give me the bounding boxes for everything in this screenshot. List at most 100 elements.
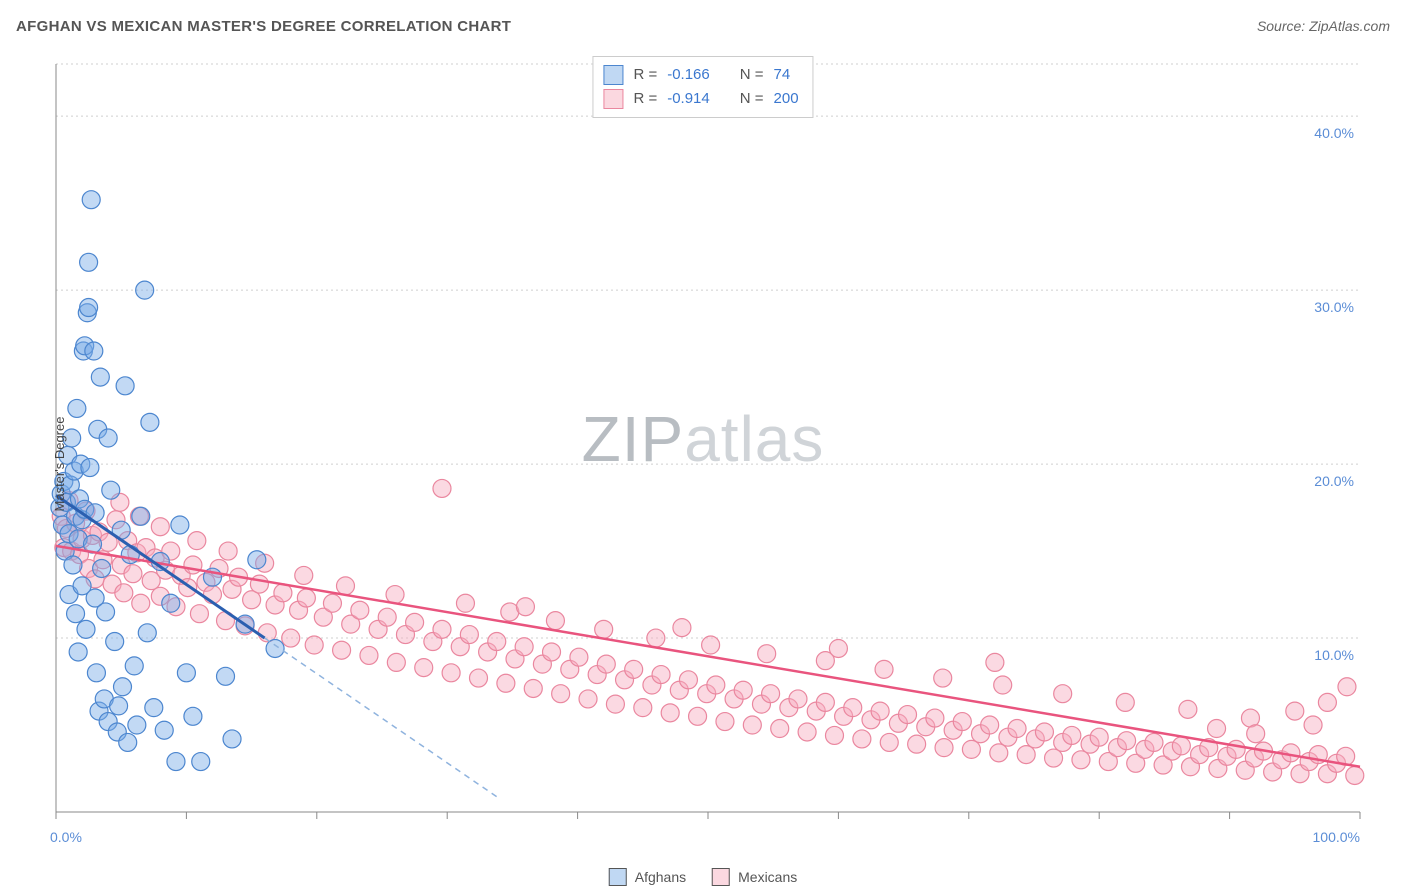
- data-point: [1116, 693, 1134, 711]
- data-point: [87, 664, 105, 682]
- data-point: [1072, 751, 1090, 769]
- data-point: [93, 559, 111, 577]
- legend-row: R = -0.166N = 74: [603, 63, 798, 87]
- data-point: [546, 612, 564, 630]
- data-point: [488, 633, 506, 651]
- data-point: [77, 620, 95, 638]
- data-point: [177, 664, 195, 682]
- data-point: [266, 639, 284, 657]
- data-point: [116, 377, 134, 395]
- data-point: [138, 624, 156, 642]
- legend-r-label: R =: [633, 87, 657, 111]
- data-point: [136, 281, 154, 299]
- data-point: [64, 556, 82, 574]
- data-point: [68, 399, 86, 417]
- data-point: [661, 704, 679, 722]
- data-point: [1035, 723, 1053, 741]
- legend-swatch: [712, 868, 730, 886]
- data-point: [716, 713, 734, 731]
- data-point: [469, 669, 487, 687]
- legend-n-value: 74: [774, 63, 791, 87]
- data-point: [115, 584, 133, 602]
- data-point: [433, 620, 451, 638]
- data-point: [323, 594, 341, 612]
- data-point: [125, 657, 143, 675]
- data-point: [962, 740, 980, 758]
- data-point: [167, 753, 185, 771]
- data-point: [762, 685, 780, 703]
- data-point: [625, 660, 643, 678]
- data-point: [119, 733, 137, 751]
- data-point: [634, 699, 652, 717]
- data-point: [433, 479, 451, 497]
- data-point: [132, 507, 150, 525]
- data-point: [80, 299, 98, 317]
- data-point: [926, 709, 944, 727]
- data-point: [707, 676, 725, 694]
- data-point: [702, 636, 720, 654]
- data-point: [250, 575, 268, 593]
- data-point: [875, 660, 893, 678]
- data-point: [132, 594, 150, 612]
- series-legend-label: Afghans: [635, 869, 686, 885]
- data-point: [184, 707, 202, 725]
- data-point: [1304, 716, 1322, 734]
- data-point: [114, 678, 132, 696]
- data-point: [67, 605, 85, 623]
- data-point: [145, 699, 163, 717]
- data-point: [606, 695, 624, 713]
- data-point: [162, 594, 180, 612]
- data-point: [219, 542, 237, 560]
- data-point: [953, 713, 971, 731]
- series-legend-item: Afghans: [609, 868, 686, 886]
- data-point: [151, 518, 169, 536]
- data-point: [1045, 749, 1063, 767]
- data-point: [305, 636, 323, 654]
- legend-swatch: [609, 868, 627, 886]
- data-point: [789, 690, 807, 708]
- data-point: [415, 659, 433, 677]
- data-point: [124, 565, 142, 583]
- data-point: [217, 667, 235, 685]
- data-point: [647, 629, 665, 647]
- data-point: [190, 605, 208, 623]
- data-point: [524, 679, 542, 697]
- data-point: [829, 639, 847, 657]
- data-point: [798, 723, 816, 741]
- data-point: [652, 666, 670, 684]
- data-point: [141, 413, 159, 431]
- data-point: [223, 730, 241, 748]
- data-point: [816, 693, 834, 711]
- data-point: [1090, 728, 1108, 746]
- data-point: [1054, 685, 1072, 703]
- data-point: [128, 716, 146, 734]
- data-point: [844, 699, 862, 717]
- data-point: [871, 702, 889, 720]
- data-point: [689, 707, 707, 725]
- data-point: [743, 716, 761, 734]
- source-prefix: Source:: [1257, 18, 1309, 34]
- data-point: [81, 459, 99, 477]
- chart-header: AFGHAN VS MEXICAN MASTER'S DEGREE CORREL…: [16, 18, 1390, 35]
- data-point: [406, 613, 424, 631]
- y-tick-label: 40.0%: [1314, 125, 1354, 141]
- legend-row: R = -0.914N = 200: [603, 87, 798, 111]
- data-point: [171, 516, 189, 534]
- data-point: [91, 368, 109, 386]
- x-end-label: 100.0%: [1313, 829, 1360, 845]
- data-point: [597, 655, 615, 673]
- source-credit: Source: ZipAtlas.com: [1257, 18, 1390, 34]
- y-axis-label: Master's Degree: [52, 417, 67, 512]
- data-point: [456, 594, 474, 612]
- source-name: ZipAtlas.com: [1309, 18, 1390, 34]
- data-point: [981, 716, 999, 734]
- data-point: [853, 730, 871, 748]
- trend-line-blue-dashed: [265, 638, 500, 798]
- data-point: [771, 720, 789, 738]
- legend-r-value: -0.166: [667, 63, 710, 87]
- data-point: [110, 697, 128, 715]
- data-point: [497, 674, 515, 692]
- data-point: [1318, 693, 1336, 711]
- data-point: [387, 653, 405, 671]
- data-point: [1063, 726, 1081, 744]
